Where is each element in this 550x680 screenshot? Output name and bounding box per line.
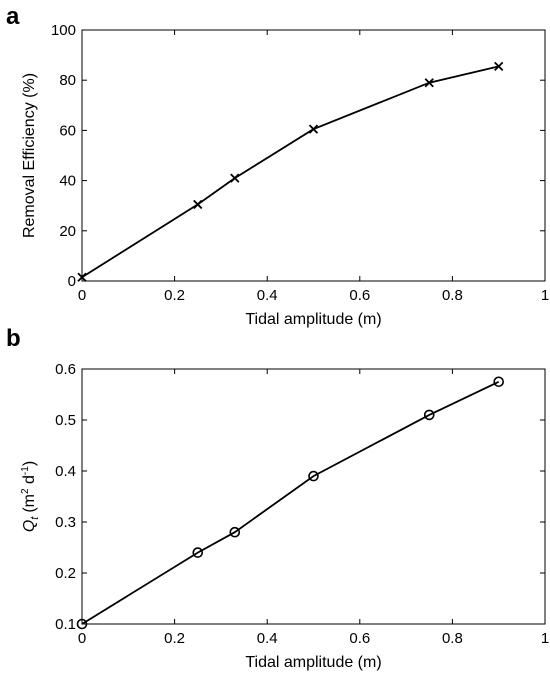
x-tick-label: 1 <box>541 287 549 304</box>
data-point-marker <box>494 61 504 72</box>
panel-b-y-label-units-close: ) <box>21 461 38 466</box>
panel-b-y-label-sub: t <box>29 516 41 520</box>
y-tick-label: 0.3 <box>55 514 76 531</box>
panel-b-x-axis-label: Tidal amplitude (m) <box>245 654 381 671</box>
y-tick-label: 60 <box>59 122 76 139</box>
y-tick-label: 0 <box>68 273 76 290</box>
panel-a-x-ticks: 0 0.2 0.4 0.6 0.8 1 <box>78 30 549 304</box>
panel-a: a 0 0.2 0.4 0.6 0.8 1 0 20 40 60 80 100 Tidal ampl… <box>6 3 549 328</box>
data-point-marker <box>424 78 434 88</box>
data-point-marker <box>308 470 319 482</box>
panel-b-x-ticks: 0 0.2 0.4 0.6 0.8 1 <box>78 369 549 647</box>
panel-b-y-label-sup2: -1 <box>20 466 31 475</box>
x-tick-label: 0.4 <box>257 630 278 647</box>
y-tick-label: 100 <box>51 22 76 39</box>
data-point-marker <box>308 124 319 134</box>
x-tick-label: 0.2 <box>164 287 185 304</box>
panel-a-axes-frame <box>81 29 546 282</box>
panel-b-y-label-units-mid: d <box>21 475 38 488</box>
y-tick-label: 0.4 <box>55 463 76 480</box>
data-point-marker <box>77 272 87 282</box>
panel-b-letter: b <box>6 325 21 352</box>
panel-a-y-ticks: 0 20 40 60 80 100 <box>51 22 545 290</box>
x-tick-label: 0.4 <box>257 287 278 304</box>
panel-a-letter: a <box>6 3 20 30</box>
series-line <box>81 65 499 278</box>
x-tick-label: 0 <box>78 287 86 304</box>
panel-a-plot-area <box>77 61 504 282</box>
y-tick-label: 80 <box>59 72 76 89</box>
data-point-marker <box>230 173 240 183</box>
data-point-marker <box>76 618 88 630</box>
x-tick-label: 0 <box>78 630 86 647</box>
y-tick-label: 0.1 <box>55 616 76 633</box>
panel-b-y-axis-label: Qt (m2 d-1) <box>20 461 41 532</box>
panel-a-x-axis-label: Tidal amplitude (m) <box>245 311 381 328</box>
panel-b-axes-frame <box>81 368 546 625</box>
panel-b-y-label-units-open: (m <box>21 494 38 513</box>
panel-b-y-label-sup1: 2 <box>20 488 31 494</box>
series-line <box>81 380 500 625</box>
x-tick-label: 0.6 <box>349 630 370 647</box>
y-tick-label: 20 <box>59 223 76 240</box>
y-tick-label: 0.2 <box>55 565 76 582</box>
x-tick-label: 0.6 <box>349 287 370 304</box>
x-tick-label: 0.8 <box>442 630 463 647</box>
panel-b: b 0 0.2 0.4 0.6 0.8 1 0.1 0.2 0.3 0.4 0.5 0.6 Tida… <box>6 325 549 671</box>
data-point-marker <box>229 526 241 538</box>
x-tick-label: 1 <box>541 630 549 647</box>
x-tick-label: 0.8 <box>442 287 463 304</box>
panel-b-y-label-q: Q <box>21 520 38 532</box>
y-tick-label: 0.6 <box>55 361 76 378</box>
panel-b-y-ticks: 0.1 0.2 0.3 0.4 0.5 0.6 <box>55 361 545 633</box>
panel-a-y-axis-label: Removal Efficiency (%) <box>21 73 38 238</box>
data-point-marker <box>193 199 203 210</box>
data-point-marker <box>192 547 204 558</box>
x-tick-label: 0.2 <box>164 630 185 647</box>
data-point-marker <box>423 409 435 421</box>
y-tick-label: 0.5 <box>55 412 76 429</box>
y-tick-label: 40 <box>59 173 76 190</box>
panel-b-plot-area <box>76 376 505 630</box>
data-point-marker <box>493 376 505 388</box>
